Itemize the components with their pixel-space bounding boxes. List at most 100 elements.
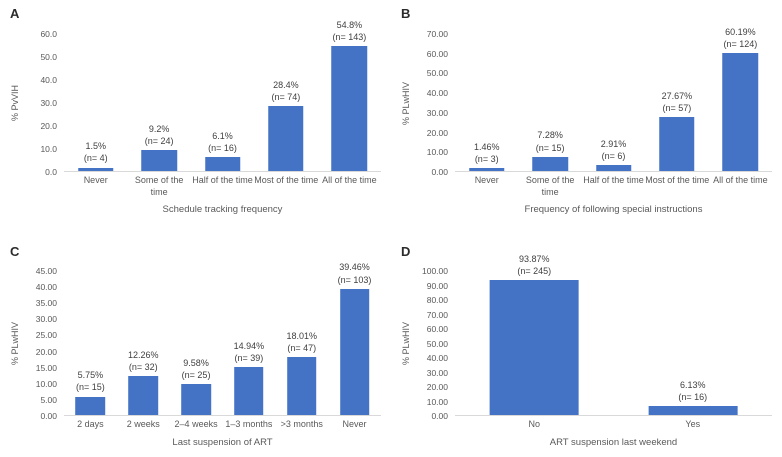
bar-count-label: (n= 16) <box>208 142 237 153</box>
category-label: Some of the time <box>127 175 190 198</box>
bar-group: 6.13% (n= 16) <box>614 271 773 415</box>
y-tick-label: 10.00 <box>426 396 448 407</box>
category-label-line: Half of the time <box>583 175 644 185</box>
bar-group: 14.94% (n= 39) <box>222 271 275 415</box>
bar-percent-label: 60.19% <box>725 26 756 37</box>
category-label: Half of the time <box>582 175 645 198</box>
y-tick-label: 45.00 <box>35 266 57 276</box>
x-axis-title: ART suspension last weekend <box>549 436 678 448</box>
bar-percent-label: 54.8% <box>336 19 363 30</box>
y-tick-label: 70.00 <box>426 309 448 320</box>
bar-chart: % PLwHIV 0.00 5.00 10.00 15.00 20.00 25.00 30.0… <box>8 262 381 448</box>
bar-group: 6.1% (n= 16) <box>191 34 254 171</box>
category-label: No <box>455 419 614 431</box>
bar <box>204 157 241 171</box>
category-label-line: Some of the <box>525 175 575 185</box>
bar-percent-label: 12.26% <box>127 349 159 360</box>
bar-count-label: (n= 32) <box>128 361 158 372</box>
bar-value-label: 1.5% (n= 4) <box>84 140 108 164</box>
bar-value-label: 7.28% (n= 15) <box>536 129 565 153</box>
category-label: 2 weeks <box>117 419 170 431</box>
bar-value-label: 28.4% (n= 74) <box>272 79 301 103</box>
panel-c: C % PLwHIV 0.00 5.00 10.00 15.00 20.00 25.00 30.… <box>0 228 391 457</box>
x-axis-category-labels: Never Some of the time Half of the time Most… <box>64 172 381 198</box>
bar-count-label: (n= 15) <box>76 382 105 393</box>
bar-group: 12.26% (n= 32) <box>117 271 170 415</box>
bar-count-label: (n= 6) <box>601 151 626 162</box>
bar-group: 27.67% (n= 57) <box>645 34 708 171</box>
bar-count-label: (n= 3) <box>474 154 499 165</box>
plot-area: 93.87% (n= 245) 6.13% (n= 16) <box>455 254 773 416</box>
bar-group: 9.2% (n= 24) <box>127 34 190 171</box>
category-label: Never <box>328 419 381 431</box>
bar-count-label: (n= 4) <box>83 153 108 164</box>
bar-value-label: 27.67% (n= 57) <box>662 90 693 114</box>
y-tick-label: 60.0 <box>40 29 57 39</box>
category-label-line: Some of the <box>134 175 184 185</box>
bar-value-label: 6.13% (n= 16) <box>678 379 707 403</box>
category-label: Most of the time <box>645 175 709 198</box>
bar-percent-label: 18.01% <box>286 331 317 342</box>
x-axis-title: Last suspension of ART <box>172 436 273 448</box>
y-axis-tick-labels: 0.0 10.0 20.0 30.0 40.0 50.0 60.0 <box>22 29 64 177</box>
y-tick-label: 20.00 <box>35 346 57 357</box>
y-tick-label: 30.00 <box>426 367 448 378</box>
category-label-line: All of the time <box>322 175 377 185</box>
category-label-line: Never <box>474 175 499 185</box>
bar <box>648 406 738 415</box>
bar-count-label: (n= 124) <box>723 39 758 50</box>
y-axis-title: % PLwHIV <box>10 322 20 366</box>
y-tick-label: 60.00 <box>426 48 448 59</box>
bar-value-label: 93.87% (n= 245) <box>517 253 551 277</box>
bar-count-label: (n= 245) <box>517 265 552 276</box>
bar-percent-label: 1.46% <box>473 141 500 152</box>
bar-percent-label: 39.46% <box>339 262 370 273</box>
bar-count-label: (n= 24) <box>144 135 174 146</box>
bar-count-label: (n= 25) <box>181 370 211 381</box>
bar-percent-label: 9.58% <box>183 358 209 369</box>
category-label: Yes <box>614 419 773 431</box>
y-tick-label: 0.0 <box>45 167 57 177</box>
bar-percent-label: 14.94% <box>233 340 265 351</box>
category-label-line: 2 days <box>77 419 104 429</box>
category-label: Never <box>64 175 127 198</box>
y-tick-label: 20.0 <box>40 121 57 132</box>
category-label: 2–4 weeks <box>170 419 223 431</box>
y-tick-label: 50.00 <box>426 338 448 349</box>
bar-group: 9.58% (n= 25) <box>170 271 223 415</box>
category-label: Never <box>455 175 518 198</box>
bar <box>339 288 370 415</box>
category-label: Most of the time <box>254 175 318 198</box>
y-tick-label: 90.00 <box>426 280 448 291</box>
category-label: Half of the time <box>191 175 254 198</box>
y-tick-label: 40.00 <box>426 353 448 363</box>
y-axis-tick-labels: 0.00 10.00 20.00 30.00 40.00 50.00 60.00 70.00 8… <box>413 266 455 421</box>
panel-letter: A <box>10 6 20 21</box>
x-axis-title: Schedule tracking frequency <box>162 204 283 216</box>
y-tick-label: 35.00 <box>35 298 57 309</box>
panel-letter: B <box>401 6 411 21</box>
category-label-line: time <box>541 186 559 197</box>
y-tick-label: 30.00 <box>426 107 448 118</box>
y-tick-label: 30.00 <box>35 314 57 325</box>
bar-count-label: (n= 57) <box>662 102 692 113</box>
y-axis-title: % PLwHIV <box>401 81 411 125</box>
plot-area: 5.75% (n= 15) 12.26% (n= 32) 9.58% (n= 25) 14.… <box>64 262 381 416</box>
category-label-line: Never <box>342 419 367 429</box>
bar <box>286 357 317 415</box>
category-label-line: No <box>528 419 540 429</box>
bar-group: 2.91% (n= 6) <box>582 34 645 171</box>
bar-value-label: 6.1% (n= 16) <box>208 130 237 154</box>
category-label: >3 months <box>275 419 328 431</box>
bar-percent-label: 1.5% <box>85 141 106 152</box>
bar-percent-label: 27.67% <box>661 90 693 101</box>
y-tick-label: 10.00 <box>35 378 57 389</box>
y-tick-label: 40.00 <box>35 282 57 293</box>
bar-group: 7.28% (n= 15) <box>518 34 581 171</box>
category-label-line: >3 months <box>280 419 323 429</box>
bar-chart: % PLwHIV 0.00 10.00 20.00 30.00 40.00 50.00 60.… <box>399 254 773 448</box>
bar <box>128 375 159 415</box>
bar-chart: % PLwHIV 0.00 10.00 20.00 30.00 40.00 50.00 60.… <box>399 27 772 215</box>
y-axis-title: % PLwHIV <box>401 322 411 366</box>
panel-letter: C <box>10 244 20 259</box>
